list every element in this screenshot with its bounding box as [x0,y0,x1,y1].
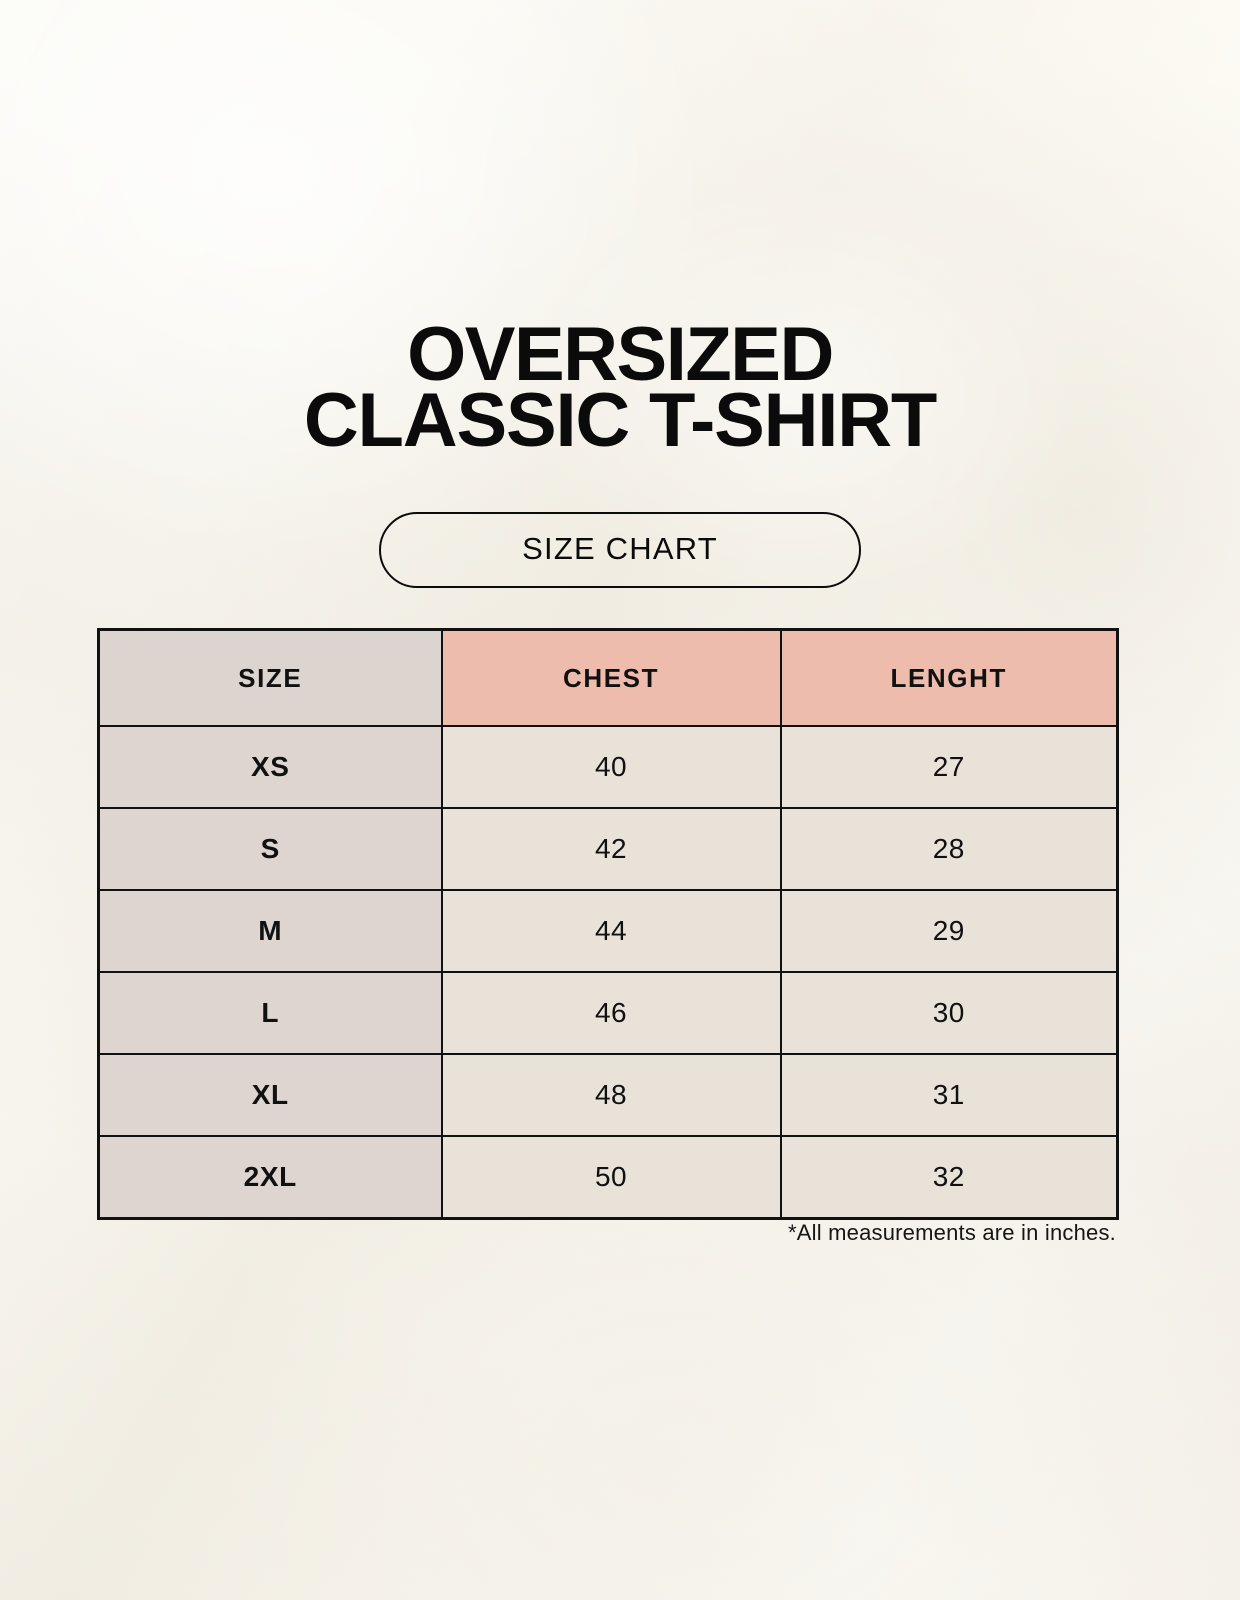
size-chart-badge-wrap: SIZE CHART [0,512,1240,588]
column-header-length: LENGHT [779,628,1119,727]
table-row: M 44 29 [97,889,1119,973]
cell-size: M [97,889,443,973]
size-table-body: XS 40 27 S 42 28 M 44 29 L [97,725,1119,1219]
cell-length: 28 [779,807,1119,891]
size-chart-badge: SIZE CHART [379,512,861,588]
size-table: SIZE CHEST LENGHT XS 40 27 S 42 28 [97,628,1119,1220]
size-table-header: SIZE CHEST LENGHT [97,628,1119,727]
table-row: L 46 30 [97,971,1119,1055]
cell-size: S [97,807,443,891]
cell-chest: 40 [440,725,782,809]
cell-chest: 48 [440,1053,782,1137]
table-row: XS 40 27 [97,725,1119,809]
table-row: S 42 28 [97,807,1119,891]
cell-size: XL [97,1053,443,1137]
cell-chest: 44 [440,889,782,973]
page-title: OVERSIZED CLASSIC T-SHIRT [0,317,1240,463]
column-header-chest: CHEST [440,628,782,727]
cell-length: 27 [779,725,1119,809]
cell-length: 32 [779,1135,1119,1219]
title-line-product-name: CLASSIC T-SHIRT [303,378,937,463]
column-header-size: SIZE [97,628,443,727]
table-row: 2XL 50 32 [97,1135,1119,1219]
table-row: XL 48 31 [97,1053,1119,1137]
cell-chest: 50 [440,1135,782,1219]
cell-chest: 46 [440,971,782,1055]
cell-chest: 42 [440,807,782,891]
cell-size: 2XL [97,1135,443,1219]
cell-size: XS [97,725,443,809]
cell-size: L [97,971,443,1055]
cell-length: 31 [779,1053,1119,1137]
table-header-row: SIZE CHEST LENGHT [97,628,1119,727]
size-table-container: SIZE CHEST LENGHT XS 40 27 S 42 28 [97,628,1119,1220]
cell-length: 30 [779,971,1119,1055]
cell-length: 29 [779,889,1119,973]
measurement-unit-footnote: *All measurements are in inches. [788,1220,1116,1245]
